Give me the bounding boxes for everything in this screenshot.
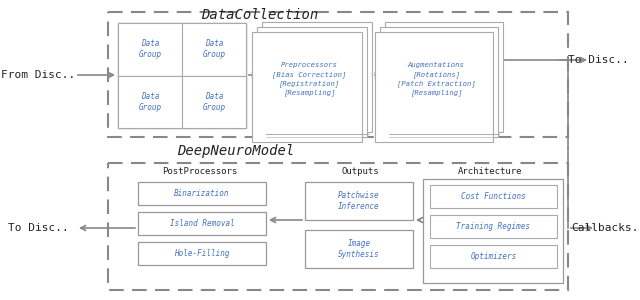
Text: PostProcessors: PostProcessors [163, 167, 237, 176]
Text: Preprocessors
[Bias Correction]
[Registration]
[Resampling]: Preprocessors [Bias Correction] [Registr… [272, 62, 346, 96]
Bar [252, 32, 362, 142]
Text: Data
Group: Data Group [202, 39, 225, 59]
Bar [423, 179, 563, 283]
Text: Data
Group: Data Group [202, 92, 225, 112]
Bar [305, 230, 413, 268]
Bar [430, 215, 557, 238]
Text: Outputs: Outputs [341, 167, 379, 176]
Text: Data
Group: Data Group [138, 92, 161, 112]
Text: DataCollection: DataCollection [202, 8, 319, 22]
Text: Data
Group: Data Group [138, 39, 161, 59]
Bar [375, 32, 493, 142]
Bar [182, 76, 246, 128]
Text: Image
Synthesis: Image Synthesis [338, 239, 380, 259]
Bar [430, 185, 557, 208]
Text: Architecture: Architecture [458, 167, 522, 176]
Text: Callbacks..: Callbacks.. [571, 223, 640, 233]
Text: Augmentations
[Rotations]
[Patch Extraction]
[Resampling]: Augmentations [Rotations] [Patch Extract… [397, 62, 476, 96]
Text: DeepNeuroModel: DeepNeuroModel [177, 144, 294, 158]
Text: To Disc..: To Disc.. [568, 55, 628, 65]
Bar [262, 22, 372, 132]
Bar [138, 212, 266, 235]
Bar [430, 245, 557, 268]
Text: Cost Functions: Cost Functions [461, 192, 526, 201]
Bar [182, 23, 246, 76]
Bar [385, 22, 503, 132]
Text: Hole-Filling: Hole-Filling [174, 249, 230, 258]
Text: Optimizers: Optimizers [470, 252, 516, 261]
Bar [118, 76, 182, 128]
Bar [108, 163, 568, 290]
Bar [118, 23, 182, 76]
Bar [257, 27, 367, 137]
Bar [138, 182, 266, 205]
Bar [380, 27, 498, 137]
Text: To Disc..: To Disc.. [8, 223, 68, 233]
Text: From Disc..: From Disc.. [1, 70, 75, 80]
Text: Island Removal: Island Removal [170, 219, 234, 228]
Bar [305, 182, 413, 220]
Bar [118, 23, 246, 128]
Text: Patchwise
Inference: Patchwise Inference [338, 191, 380, 211]
Text: Training Regimes: Training Regimes [456, 222, 531, 231]
Bar [138, 242, 266, 265]
Bar [108, 12, 568, 137]
Text: Binarization: Binarization [174, 189, 230, 198]
